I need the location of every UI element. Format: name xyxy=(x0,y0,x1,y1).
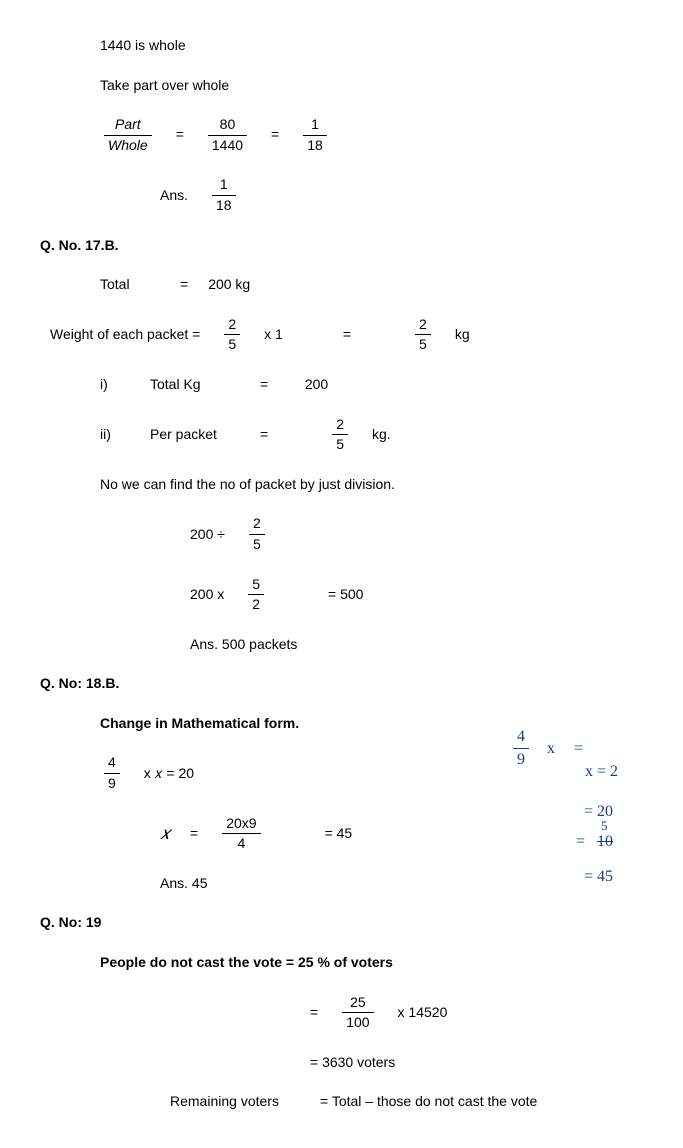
hw-text: = xyxy=(574,740,583,757)
equation-row: Total = 200 kg xyxy=(40,275,643,295)
answer-row: Ans. 500 packets xyxy=(40,635,643,655)
list-item: ii) Per packet = 2 5 kg. xyxy=(40,415,643,455)
fraction: 2 5 xyxy=(332,415,348,455)
hw-text: x xyxy=(547,740,555,757)
text: x 1 xyxy=(264,325,283,345)
fraction: Part Whole xyxy=(104,115,152,155)
equation-row: 200 ÷ 2 5 xyxy=(40,514,643,554)
hw-den: 9 xyxy=(513,749,529,771)
handwritten-note: = 5 10 xyxy=(576,831,613,853)
label: Total Kg xyxy=(150,375,240,395)
equals: = xyxy=(260,425,268,445)
answer-row: Ans. 45 xyxy=(40,874,643,894)
denominator: 5 xyxy=(332,435,348,455)
handwritten-note: x = 2 xyxy=(585,761,618,783)
fraction: 5 2 xyxy=(248,575,264,615)
value: 200 xyxy=(288,375,328,395)
question-heading: Q. No. 17.B. xyxy=(40,236,643,256)
equals: = xyxy=(190,824,198,844)
text-line: 1440 is whole xyxy=(40,36,643,56)
hw-eq: = xyxy=(576,833,585,850)
denominator: 18 xyxy=(212,196,236,216)
bullet: i) xyxy=(100,375,130,395)
equals: = xyxy=(180,275,188,295)
text: x 14520 xyxy=(398,1003,448,1023)
denominator: 4 xyxy=(222,834,260,854)
handwritten-note: 4 9 x = xyxy=(509,726,583,772)
text: 200 x xyxy=(190,585,224,605)
result: = 45 xyxy=(325,824,353,844)
unit: kg. xyxy=(372,425,391,445)
equation-row: Remaining voters = Total – those do not … xyxy=(40,1092,643,1112)
result-row: = 3630 voters xyxy=(40,1053,643,1073)
equation-row: 𝑥 = 20x9 4 = 45 xyxy=(40,814,643,854)
fraction: 20x9 4 xyxy=(222,814,260,854)
result: = 500 xyxy=(328,585,363,605)
numerator: 1 xyxy=(303,115,327,136)
fraction: 2 5 xyxy=(415,315,431,355)
hw-num: 4 xyxy=(513,726,529,749)
question-heading: Q. No: 19 xyxy=(40,913,643,933)
label: Per packet xyxy=(150,425,240,445)
denominator: 5 xyxy=(224,335,240,355)
equals: = xyxy=(176,125,184,145)
denominator: 5 xyxy=(415,335,431,355)
label: Weight of each packet = xyxy=(50,325,200,345)
bullet: ii) xyxy=(100,425,130,445)
page-content: 1440 is whole Take part over whole Part … xyxy=(40,36,643,1112)
numerator: 2 xyxy=(332,415,348,436)
text-line: Take part over whole xyxy=(40,76,643,96)
value: 200 kg xyxy=(208,275,268,295)
equals: = xyxy=(260,375,268,395)
handwritten-note: = 45 xyxy=(584,866,613,888)
variable-x: 𝑥 xyxy=(160,821,170,846)
answer-row: Ans. 1 18 xyxy=(40,175,643,215)
equals: = xyxy=(310,1003,318,1023)
denominator: 9 xyxy=(104,774,120,794)
equals: = xyxy=(271,125,279,145)
fraction: 80 1440 xyxy=(208,115,247,155)
text-line: People do not cast the vote = 25 % of vo… xyxy=(40,953,643,973)
label: Remaining voters xyxy=(170,1092,300,1112)
fraction: 25 100 xyxy=(342,993,373,1033)
fraction: 4 9 xyxy=(104,753,120,793)
numerator: 2 xyxy=(249,514,265,535)
equation-row: Part Whole = 80 1440 = 1 18 xyxy=(40,115,643,155)
numerator: 2 xyxy=(415,315,431,336)
fraction: 2 5 xyxy=(224,315,240,355)
list-item: i) Total Kg = 200 xyxy=(40,375,643,395)
numerator: 20x9 xyxy=(222,814,260,835)
answer-label: Ans. xyxy=(160,186,188,206)
text-line: No we can find the no of packet by just … xyxy=(40,475,643,495)
numerator: 80 xyxy=(208,115,247,136)
denominator: Whole xyxy=(104,136,152,156)
text: x 𝑥 = 20 xyxy=(144,764,194,784)
denominator: 2 xyxy=(248,595,264,615)
text: = Total – those do not cast the vote xyxy=(320,1092,537,1112)
question-heading: Q. No: 18.B. xyxy=(40,674,643,694)
numerator: 2 xyxy=(224,315,240,336)
fraction: 2 5 xyxy=(249,514,265,554)
text: 200 ÷ xyxy=(190,525,225,545)
numerator: 1 xyxy=(212,175,236,196)
numerator: 5 xyxy=(248,575,264,596)
numerator: 25 xyxy=(342,993,373,1014)
fraction: 1 18 xyxy=(303,115,327,155)
denominator: 1440 xyxy=(208,136,247,156)
equation-row: 200 x 5 2 = 500 xyxy=(40,575,643,615)
label: Total xyxy=(100,275,160,295)
denominator: 5 xyxy=(249,535,265,555)
fraction: 1 18 xyxy=(212,175,236,215)
numerator: Part xyxy=(104,115,152,136)
hw-strike: 10 xyxy=(597,833,613,850)
numerator: 4 xyxy=(104,753,120,774)
denominator: 100 xyxy=(342,1013,373,1033)
handwritten-note: = 20 xyxy=(584,801,613,823)
equation-row: Weight of each packet = 2 5 x 1 = 2 5 kg xyxy=(40,315,643,355)
hw-sup: 5 xyxy=(601,817,608,835)
denominator: 18 xyxy=(303,136,327,156)
unit: kg xyxy=(455,325,470,345)
equals: = xyxy=(343,325,351,345)
equation-row: = 25 100 x 14520 xyxy=(40,993,643,1033)
